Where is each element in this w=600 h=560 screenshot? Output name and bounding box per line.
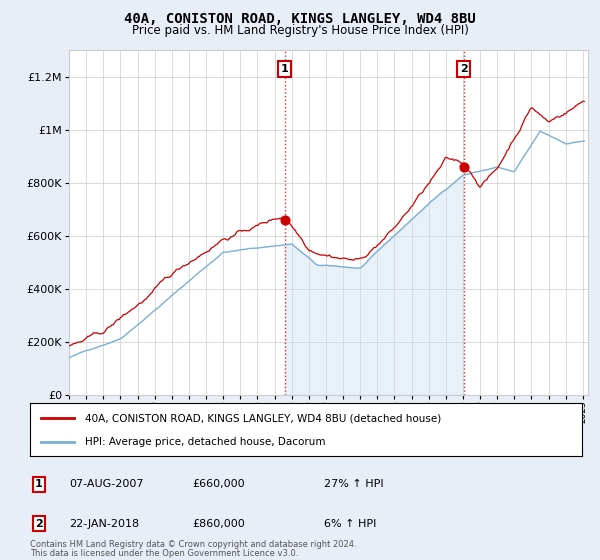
Text: 1: 1	[35, 479, 43, 489]
Text: Contains HM Land Registry data © Crown copyright and database right 2024.: Contains HM Land Registry data © Crown c…	[30, 540, 356, 549]
Text: 40A, CONISTON ROAD, KINGS LANGLEY, WD4 8BU (detached house): 40A, CONISTON ROAD, KINGS LANGLEY, WD4 8…	[85, 413, 442, 423]
Text: This data is licensed under the Open Government Licence v3.0.: This data is licensed under the Open Gov…	[30, 549, 298, 558]
Text: 07-AUG-2007: 07-AUG-2007	[69, 479, 143, 489]
Text: 2: 2	[460, 64, 467, 74]
Text: 22-JAN-2018: 22-JAN-2018	[69, 519, 139, 529]
Text: £660,000: £660,000	[192, 479, 245, 489]
Text: £860,000: £860,000	[192, 519, 245, 529]
Text: HPI: Average price, detached house, Dacorum: HPI: Average price, detached house, Daco…	[85, 436, 326, 446]
Text: Price paid vs. HM Land Registry's House Price Index (HPI): Price paid vs. HM Land Registry's House …	[131, 24, 469, 37]
Text: 1: 1	[281, 64, 289, 74]
Text: 27% ↑ HPI: 27% ↑ HPI	[324, 479, 383, 489]
Text: 40A, CONISTON ROAD, KINGS LANGLEY, WD4 8BU: 40A, CONISTON ROAD, KINGS LANGLEY, WD4 8…	[124, 12, 476, 26]
Point	[459, 162, 469, 171]
Point	[280, 216, 290, 225]
Text: 2: 2	[35, 519, 43, 529]
Text: 6% ↑ HPI: 6% ↑ HPI	[324, 519, 376, 529]
